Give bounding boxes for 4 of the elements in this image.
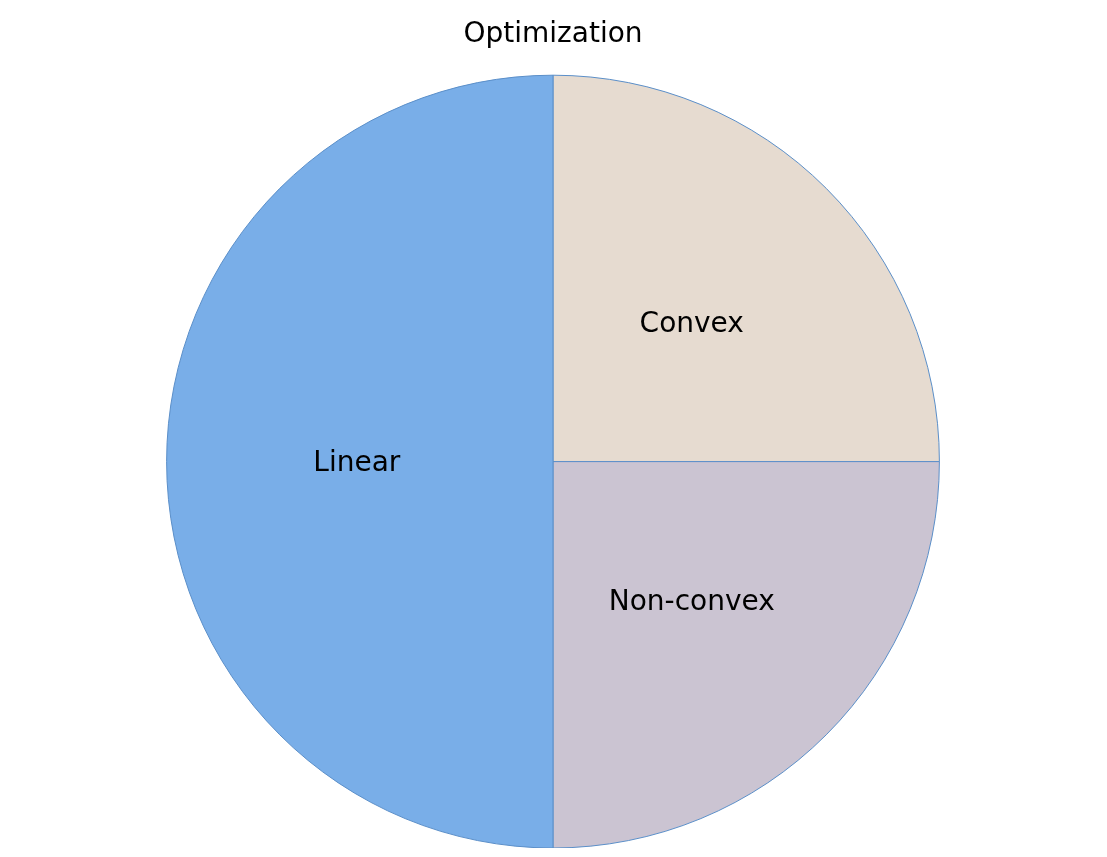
chart-title: Optimization: [463, 15, 643, 49]
slice-label: Convex: [639, 306, 744, 340]
slice-label: Non-convex: [608, 583, 775, 617]
slice-label: Linear: [313, 445, 401, 479]
